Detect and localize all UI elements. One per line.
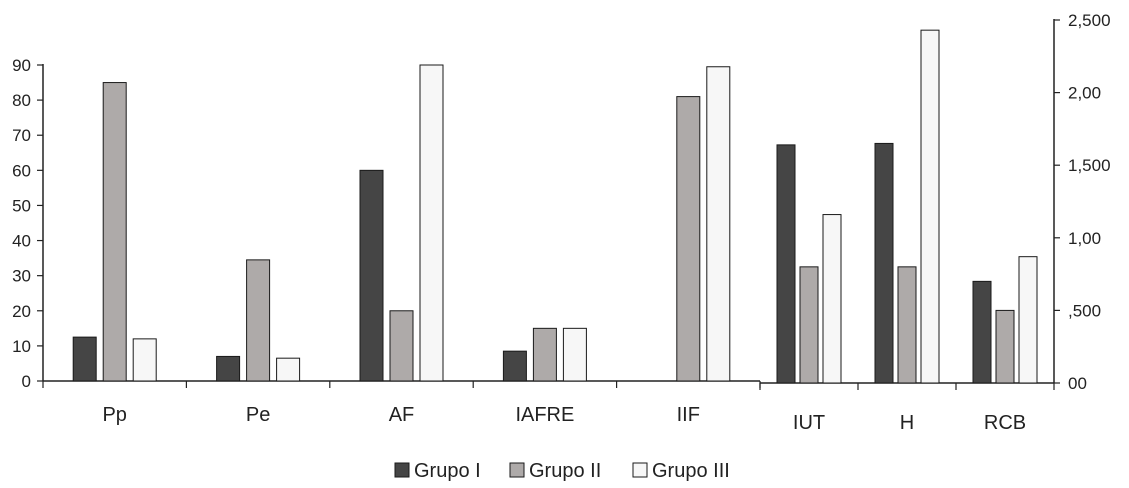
bar-grupo-iii-pp bbox=[132, 338, 157, 382]
left-y-tick-label: 80 bbox=[12, 91, 31, 110]
bar-grupo-iii-pe bbox=[276, 357, 301, 382]
right-x-category-label: IUT bbox=[793, 412, 825, 434]
left-y-tick-label: 10 bbox=[12, 337, 31, 356]
bar-grupo-ii-af bbox=[389, 310, 414, 382]
right-y-tick-label: 00 bbox=[1068, 374, 1087, 393]
bar-grupo-iii-iif bbox=[706, 66, 731, 382]
left-x-category-label: IAFRE bbox=[515, 404, 574, 426]
bar-grupo-i-iut bbox=[776, 144, 796, 384]
left-y-tick-label: 0 bbox=[22, 372, 31, 391]
right-x-category-label: H bbox=[900, 412, 914, 434]
left-y-tick-label: 50 bbox=[12, 196, 31, 215]
right-x-category-label: RCB bbox=[984, 412, 1026, 434]
bar-grupo-ii-iut bbox=[799, 266, 819, 384]
bar-grupo-i-pp bbox=[72, 336, 97, 382]
left-x-category-label: AF bbox=[389, 404, 415, 426]
bar-grupo-ii-iafre bbox=[532, 327, 557, 382]
right-chart-panel: 00 ,500 1,00 1,500 2,00 2,500 IUT H RCB bbox=[759, 11, 1111, 434]
left-y-tick-label: 60 bbox=[12, 161, 31, 180]
legend-swatch-grupo-ii bbox=[509, 462, 525, 478]
bar-grupo-i-rcb bbox=[972, 280, 992, 384]
right-y-tick-label: ,500 bbox=[1068, 301, 1101, 320]
left-y-tick-label: 40 bbox=[12, 232, 31, 251]
right-y-tick-label: 1,00 bbox=[1068, 229, 1101, 248]
left-x-category-label: Pp bbox=[102, 404, 126, 426]
right-y-tick-label: 1,500 bbox=[1068, 156, 1111, 175]
bar-grupo-iii-iafre bbox=[562, 327, 587, 382]
right-y-tick-label: 2,00 bbox=[1068, 84, 1101, 103]
legend-label-grupo-iii: Grupo III bbox=[652, 460, 730, 482]
left-y-tick-label: 90 bbox=[12, 56, 31, 75]
bar-grupo-i-h bbox=[874, 142, 894, 384]
bar-grupo-i-pe bbox=[216, 355, 241, 382]
right-y-tick-label: 2,500 bbox=[1068, 11, 1111, 30]
bar-grupo-i-af bbox=[359, 169, 384, 382]
bar-grupo-ii-pe bbox=[246, 259, 271, 382]
bar-grupo-ii-rcb bbox=[995, 309, 1015, 384]
bar-grupo-iii-af bbox=[419, 64, 444, 382]
left-y-tick-label: 30 bbox=[12, 267, 31, 286]
left-y-tick-label: 20 bbox=[12, 302, 31, 321]
left-chart-panel: 0 10 20 30 40 50 60 70 80 90 Pp Pe AF IAFRE IIF bbox=[12, 56, 761, 426]
bar-grupo-ii-iif bbox=[676, 96, 701, 382]
bar-grupo-iii-rcb bbox=[1018, 256, 1038, 384]
left-x-category-label: IIF bbox=[677, 404, 700, 426]
bar-grupo-ii-h bbox=[897, 266, 917, 384]
legend-label-grupo-ii: Grupo II bbox=[529, 460, 601, 482]
legend-swatch-grupo-iii bbox=[632, 462, 648, 478]
legend: Grupo I Grupo II Grupo III bbox=[394, 460, 730, 482]
bar-grupo-i-iafre bbox=[502, 350, 527, 382]
bar-grupo-iii-iut bbox=[822, 214, 842, 384]
bar-grupo-ii-pp bbox=[102, 82, 127, 382]
legend-label-grupo-i: Grupo I bbox=[414, 460, 481, 482]
left-y-tick-label: 70 bbox=[12, 126, 31, 145]
legend-swatch-grupo-i bbox=[394, 462, 410, 478]
left-x-category-label: Pe bbox=[246, 404, 270, 426]
bar-grupo-iii-h bbox=[920, 29, 940, 384]
